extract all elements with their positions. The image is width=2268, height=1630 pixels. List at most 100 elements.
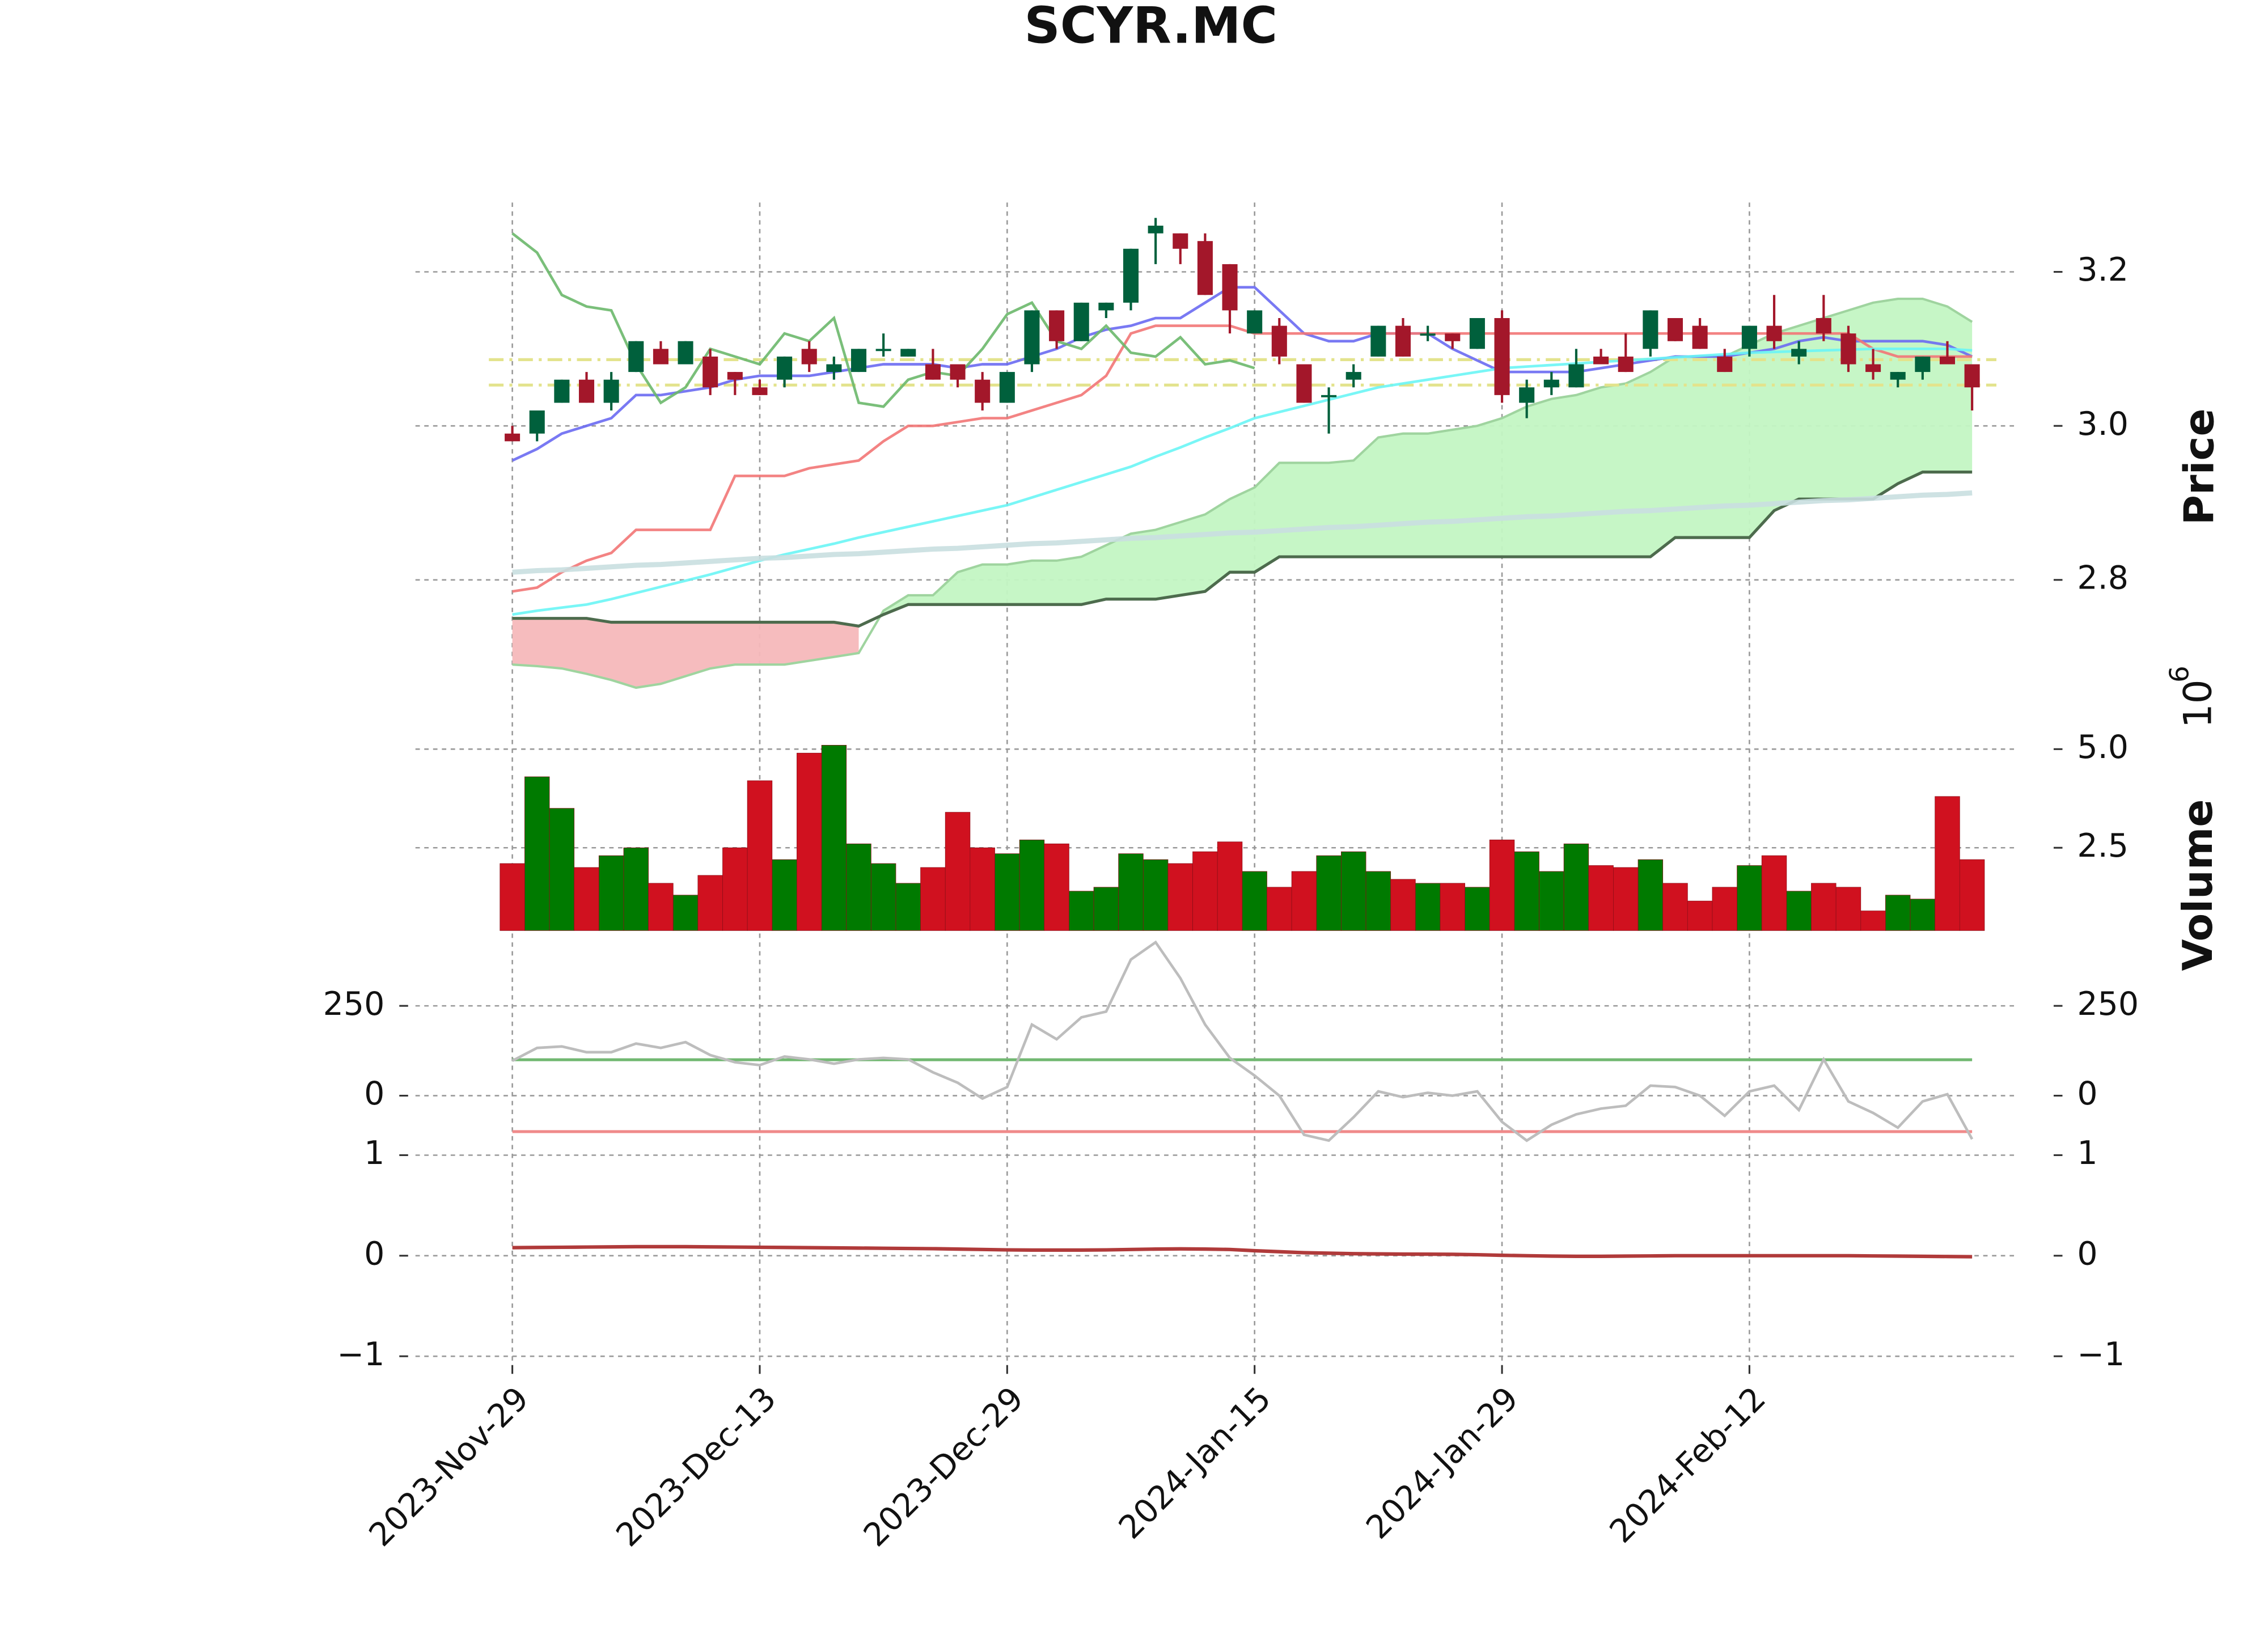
volume-bar: [1514, 851, 1539, 931]
volume-bar: [1761, 855, 1787, 931]
overlay-line: [512, 324, 1973, 593]
y-tick-label: 2.8: [2077, 559, 2129, 596]
volume-bar: [1959, 859, 1985, 931]
volume-bar: [1637, 859, 1664, 931]
volume-bar: [1341, 851, 1366, 931]
span-b-line: [512, 471, 1973, 628]
volume-bar: [1563, 843, 1589, 931]
candle-body: [1469, 318, 1485, 349]
overlay-line: [511, 286, 1973, 462]
volume-bar: [945, 812, 971, 931]
y-tick-label-left: 0: [364, 1075, 384, 1112]
candle-body: [1494, 318, 1510, 395]
candle-body: [1939, 356, 1956, 365]
overlay-line: [512, 348, 1973, 616]
macd-line: [512, 1244, 1973, 1259]
y-tick-label-left: 1: [364, 1134, 384, 1172]
y-tick-label: 1: [2077, 1134, 2097, 1172]
candle-body: [1173, 233, 1188, 249]
volume-bar: [1662, 883, 1688, 931]
volume-bar: [500, 863, 525, 931]
volume-bar: [1316, 855, 1342, 931]
candle-body: [875, 349, 891, 352]
volume-bar: [1737, 865, 1762, 931]
candle-body: [1890, 372, 1906, 380]
volume-bar: [1118, 853, 1144, 931]
y-axis-label: Price: [2176, 408, 2223, 525]
volume-bar: [1465, 887, 1490, 931]
candle-body: [1568, 364, 1584, 388]
volume-bar: [1019, 839, 1045, 931]
volume-bar: [995, 853, 1020, 931]
volume-bar: [1835, 887, 1861, 931]
volume-bar: [1217, 841, 1243, 931]
candle-body: [1049, 310, 1065, 341]
candle-body: [1766, 325, 1782, 341]
candle-body: [1073, 302, 1089, 341]
candle-body: [1667, 318, 1683, 341]
candle-body: [727, 372, 743, 380]
candle-body: [1741, 325, 1757, 349]
cloud-fill: [512, 618, 859, 688]
candle-body: [1345, 372, 1361, 380]
volume-bar: [846, 843, 871, 931]
candle-body: [1098, 302, 1114, 311]
y-tick-label: 2.5: [2077, 827, 2129, 865]
volume-bar: [772, 859, 797, 931]
candle-body: [950, 364, 966, 380]
volume-bar: [1613, 867, 1639, 931]
candle-body: [900, 349, 916, 357]
overlay-line: [512, 490, 1973, 575]
volume-bar: [1885, 895, 1911, 931]
volume-bar: [1390, 879, 1416, 931]
y-tick-label-left: −1: [337, 1336, 384, 1373]
volume-bar: [1687, 900, 1713, 931]
candle-body: [1024, 310, 1040, 365]
candle-body: [999, 372, 1015, 403]
volume-bar: [1489, 839, 1515, 931]
volume-bar: [1093, 887, 1119, 931]
candle-body: [578, 379, 595, 403]
volume-bar: [1365, 871, 1391, 931]
volume-bar: [524, 776, 550, 931]
candle-body: [1247, 310, 1263, 334]
candle-body: [603, 379, 619, 403]
cci-line: [511, 940, 1974, 1142]
candle-body: [1271, 325, 1287, 357]
candle-body: [1222, 264, 1238, 311]
candle-body: [1321, 395, 1337, 397]
volume-bar: [1415, 883, 1441, 931]
candle-body: [1717, 356, 1733, 372]
candle-body: [1519, 387, 1535, 403]
volume-bar: [623, 847, 649, 931]
volume-bar: [747, 780, 773, 931]
candle-body: [1395, 325, 1411, 357]
candle-body: [1123, 248, 1139, 303]
candle-body: [1618, 356, 1634, 372]
candle-body: [1915, 356, 1931, 372]
candle-body: [628, 341, 644, 372]
candle-body: [1593, 356, 1609, 365]
volume-bar: [549, 808, 575, 931]
y-tick-label: 0: [2077, 1075, 2097, 1112]
volume-bar: [970, 847, 995, 931]
y-tick-label: 0: [2077, 1235, 2097, 1272]
candle-body: [1865, 364, 1881, 372]
candle-body: [529, 410, 545, 434]
volume-bar: [1712, 887, 1737, 931]
volume-bar: [1786, 891, 1812, 931]
candle-body: [1964, 364, 1980, 388]
candle-body: [752, 387, 768, 395]
volume-bar: [1167, 863, 1193, 931]
volume-bar: [895, 883, 921, 931]
volume-bar: [1539, 871, 1564, 931]
candle-body: [1370, 325, 1386, 357]
volume-offset-base: 10: [2176, 679, 2220, 728]
volume-bar: [648, 883, 674, 931]
volume-bar: [1860, 911, 1886, 931]
volume-bar: [797, 752, 822, 931]
volume-axis-label: Volume: [2174, 799, 2222, 971]
